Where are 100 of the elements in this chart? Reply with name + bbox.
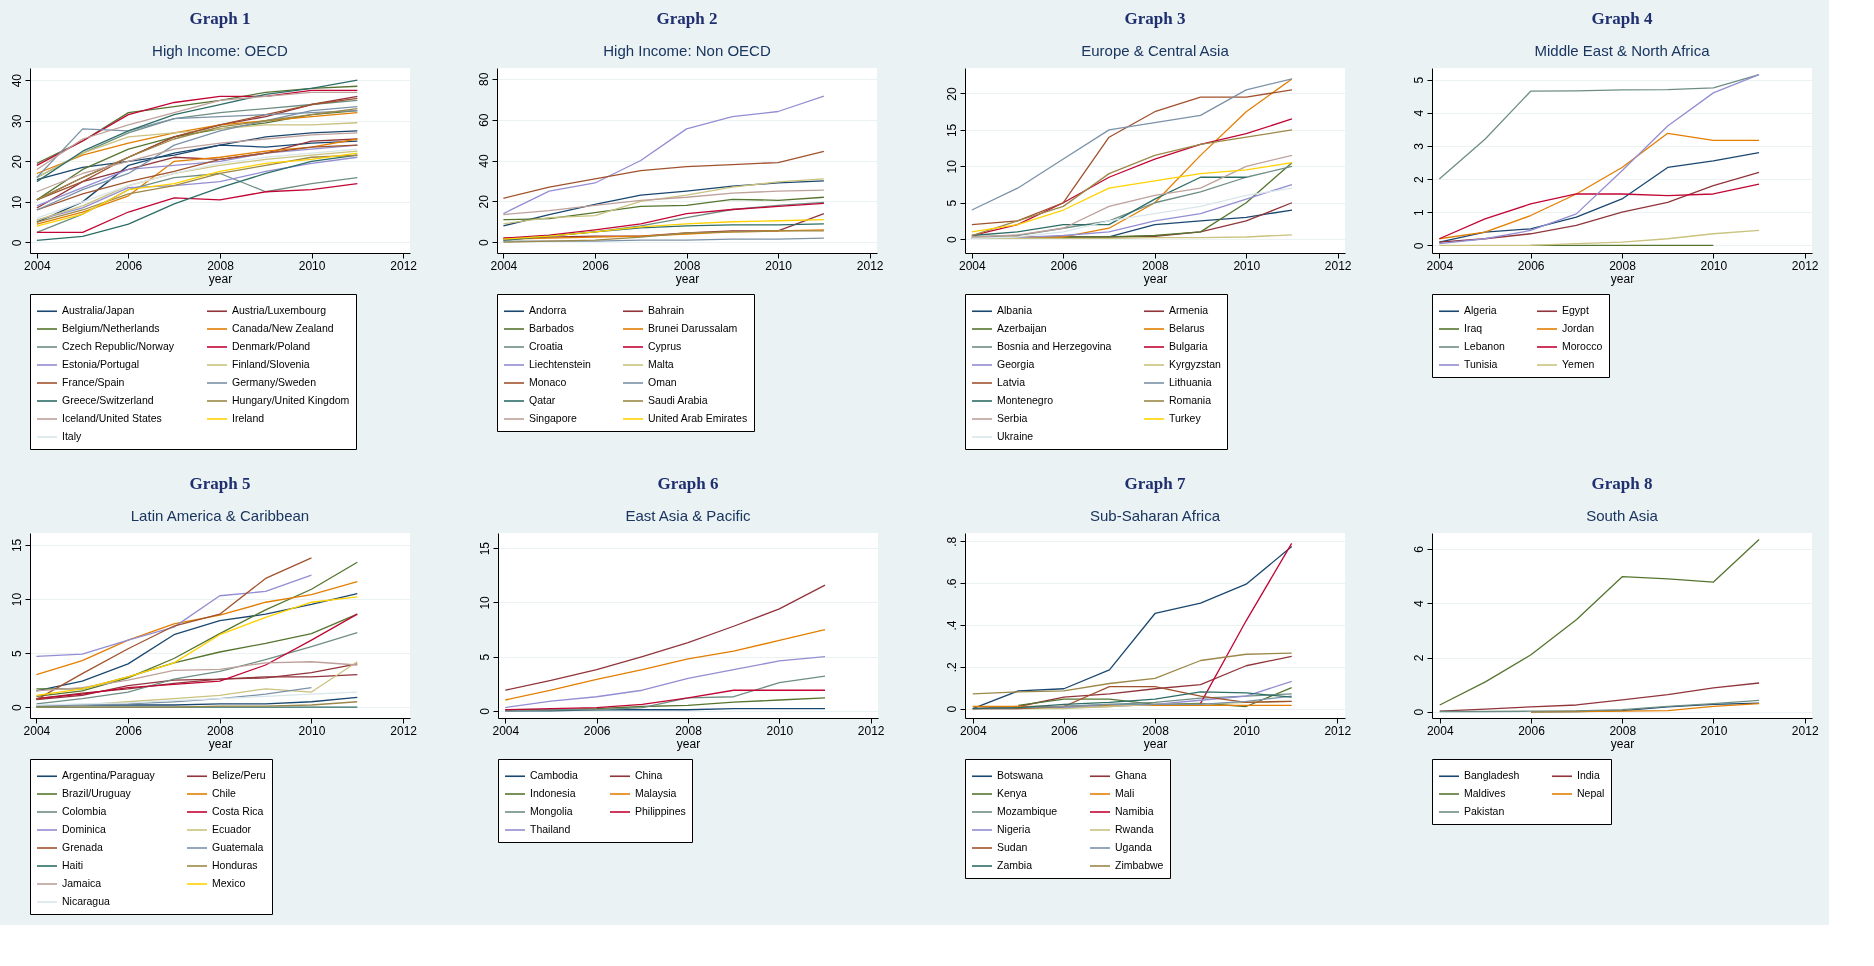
legend-label: Armenia	[1169, 304, 1209, 317]
legend-label: Nepal	[1577, 787, 1605, 799]
legend-label: Kyrgyzstan	[1169, 358, 1222, 370]
legend-label: Egypt	[1562, 304, 1589, 317]
legend-label: Nigeria	[997, 823, 1031, 835]
x-tick-label: 2010	[1700, 258, 1728, 273]
chart-title: Graph 3	[1124, 9, 1186, 28]
chart-title: Graph 4	[1591, 9, 1653, 28]
legend-label: Azerbaijan	[997, 322, 1047, 334]
y-tick-label: 10	[477, 595, 492, 610]
legend-label: Canada/New Zealand	[232, 322, 334, 334]
legend-label: Rwanda	[1115, 823, 1154, 835]
x-tick-label: 2006	[1517, 258, 1545, 273]
legend-label: Jordan	[1562, 322, 1595, 334]
y-tick-label: 10	[944, 159, 959, 174]
x-tick-label: 2010	[766, 723, 794, 738]
legend-label: Serbia	[997, 412, 1028, 424]
y-tick-label: 4	[1411, 600, 1426, 608]
y-tick-label: 80	[476, 72, 491, 86]
legend-label: Lebanon	[1464, 340, 1506, 352]
legend-label: Honduras	[212, 859, 258, 871]
legend-label: Thailand	[530, 823, 571, 835]
y-tick-label: 15	[944, 123, 959, 138]
x-tick-label: 2012	[390, 723, 418, 738]
legend-label: Mongolia	[530, 805, 573, 817]
legend-label: Albania	[997, 304, 1033, 317]
legend-label: Australia/Japan	[62, 304, 135, 317]
legend-label: Greece/Switzerland	[62, 394, 154, 406]
legend-label: Barbados	[529, 322, 574, 334]
legend-label: Philippines	[635, 805, 686, 817]
x-axis-title: year	[1610, 736, 1635, 751]
x-tick-label: 2012	[1791, 258, 1819, 273]
legend-label: Bangladesh	[1464, 769, 1520, 782]
legend-label: Jamaica	[62, 877, 102, 889]
y-tick-label: 20	[9, 154, 24, 169]
chart-title: Graph 1	[189, 9, 251, 28]
legend-label: Morocco	[1562, 340, 1603, 352]
x-tick-label: 2008	[1142, 723, 1170, 738]
legend-label: Denmark/Poland	[232, 340, 311, 352]
x-tick-label: 2004	[492, 723, 520, 738]
x-axis-title: year	[1610, 271, 1635, 286]
x-axis-title: year	[1143, 271, 1168, 286]
x-tick-label: 2010	[298, 723, 326, 738]
x-axis-title: year	[676, 736, 701, 751]
y-tick-label: 60	[476, 113, 491, 127]
legend-label: Georgia	[997, 358, 1035, 370]
legend-label: Saudi Arabia	[648, 394, 708, 406]
legend-label: Pakistan	[1464, 805, 1505, 817]
chart-title: Graph 8	[1591, 474, 1653, 493]
chart-subtitle: Europe & Central Asia	[1081, 42, 1230, 59]
chart-title: Graph 2	[656, 9, 718, 28]
x-axis-title: year	[208, 271, 233, 286]
y-tick-label: 2	[1411, 654, 1426, 662]
x-axis-title: year	[208, 736, 233, 751]
legend-label: Indonesia	[530, 787, 576, 799]
legend-label: Monaco	[529, 376, 567, 388]
chart-subtitle: Latin America & Caribbean	[130, 507, 310, 524]
x-tick-label: 2004	[490, 258, 518, 273]
legend-label: Yemen	[1562, 358, 1595, 370]
chart-subtitle: South Asia	[1586, 507, 1659, 524]
x-tick-label: 2006	[1518, 723, 1546, 738]
y-tick-label: .8	[944, 536, 959, 547]
legend-label: Estonia/Portugal	[62, 358, 140, 370]
x-axis-title: year	[1143, 736, 1168, 751]
legend-label: Iceland/United States	[62, 412, 162, 424]
y-tick-label: 5	[477, 653, 492, 661]
y-tick-label: 40	[9, 73, 24, 88]
legend-label: Iraq	[1464, 322, 1483, 334]
legend-label: Belarus	[1169, 322, 1205, 334]
legend-label: Liechtenstein	[529, 358, 592, 370]
legend-label: Ghana	[1115, 769, 1147, 782]
legend-label: Kenya	[997, 787, 1027, 799]
legend-label: Belize/Peru	[212, 769, 266, 782]
legend-label: Cyprus	[648, 340, 682, 352]
x-tick-label: 2012	[1791, 723, 1819, 738]
x-tick-label: 2006	[583, 723, 611, 738]
legend-label: Sudan	[997, 841, 1028, 853]
y-tick-label: 0	[1411, 708, 1426, 716]
y-tick-label: 20	[944, 87, 959, 101]
chart-subtitle: Sub-Saharan Africa	[1089, 507, 1221, 524]
x-tick-label: 2012	[390, 258, 418, 273]
x-tick-label: 2004	[959, 723, 987, 738]
legend-label: Singapore	[529, 412, 578, 424]
x-tick-label: 2004	[1426, 723, 1454, 738]
legend-label: Grenada	[62, 841, 104, 853]
x-axis-title: year	[675, 271, 700, 286]
legend-label: Haiti	[62, 859, 84, 871]
y-tick-label: 40	[476, 154, 491, 168]
legend-label: Bosnia and Herzegovina	[997, 340, 1112, 352]
legend-label: Chile	[212, 787, 237, 799]
y-tick-label: 10	[9, 592, 24, 607]
y-tick-label: 3	[1411, 142, 1426, 150]
x-tick-label: 2008	[1609, 258, 1637, 273]
legend-label: Ecuador	[212, 823, 252, 835]
x-tick-label: 2008	[207, 258, 235, 273]
x-tick-label: 2010	[298, 258, 326, 273]
chart-subtitle: East Asia & Pacific	[625, 507, 752, 524]
y-tick-label: 1	[1411, 209, 1426, 217]
y-tick-label: 0	[9, 704, 24, 712]
chart-title: Graph 6	[657, 474, 719, 493]
